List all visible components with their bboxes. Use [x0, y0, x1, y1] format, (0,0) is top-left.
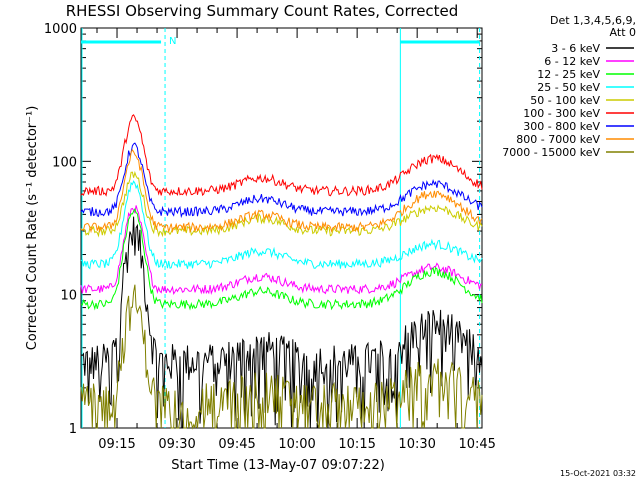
- series-line: [80, 205, 483, 295]
- x-tick-label: 09:15: [98, 437, 135, 452]
- series-path: [80, 207, 483, 311]
- x-tick-label: 10:30: [398, 437, 435, 452]
- series-path: [80, 148, 483, 234]
- legend-label: 7000 - 15000 keV: [502, 146, 600, 159]
- y-tick-label: 1: [69, 422, 77, 437]
- night-marker-label: N: [169, 36, 176, 47]
- series-path: [80, 216, 483, 429]
- x-axis-label: Start Time (13-May-07 09:07:22): [171, 458, 385, 473]
- legend-label: 3 - 6 keV: [551, 42, 600, 55]
- series-path: [80, 205, 483, 295]
- series-line: [80, 216, 483, 429]
- series-path: [80, 114, 483, 197]
- y-tick-label: 100: [52, 155, 77, 170]
- y-axis-label: Corrected Count Rate (s⁻¹ detector⁻¹): [25, 106, 40, 351]
- legend-label: 6 - 12 keV: [544, 55, 600, 68]
- x-tick-label: 10:15: [338, 437, 375, 452]
- x-tick-label: 10:45: [458, 437, 495, 452]
- chart-marks: [80, 114, 483, 430]
- series-line: [80, 207, 483, 311]
- series-path: [80, 142, 483, 219]
- legend-label: 12 - 25 keV: [537, 68, 600, 81]
- series-line: [80, 284, 483, 430]
- series-line: [80, 170, 483, 238]
- legend-label: 300 - 800 keV: [523, 120, 600, 133]
- y-tick-label: 10: [60, 289, 77, 304]
- x-tick-label: 10:00: [278, 437, 315, 452]
- x-tick-label: 09:45: [218, 437, 255, 452]
- series-line: [80, 148, 483, 234]
- legend-label: 100 - 300 keV: [523, 107, 600, 120]
- timestamp: 15-Oct-2021 03:32: [560, 469, 636, 478]
- series-line: [80, 114, 483, 197]
- series-line: [80, 180, 483, 270]
- legend-label: 800 - 7000 keV: [516, 133, 600, 146]
- legend-label: 25 - 50 keV: [537, 81, 600, 94]
- series-path: [80, 284, 483, 430]
- chart-title: RHESSI Observing Summary Count Rates, Co…: [66, 2, 459, 20]
- y-tick-label: 1000: [44, 22, 77, 37]
- legend-label: 50 - 100 keV: [530, 94, 600, 107]
- legend-header-line-2: Att 0: [610, 26, 636, 39]
- x-tick-label: 09:30: [158, 437, 195, 452]
- series-path: [80, 170, 483, 238]
- series-path: [80, 180, 483, 270]
- legend-header-line-1: Det 1,3,4,5,6,9,: [550, 14, 636, 27]
- series-line: [80, 142, 483, 219]
